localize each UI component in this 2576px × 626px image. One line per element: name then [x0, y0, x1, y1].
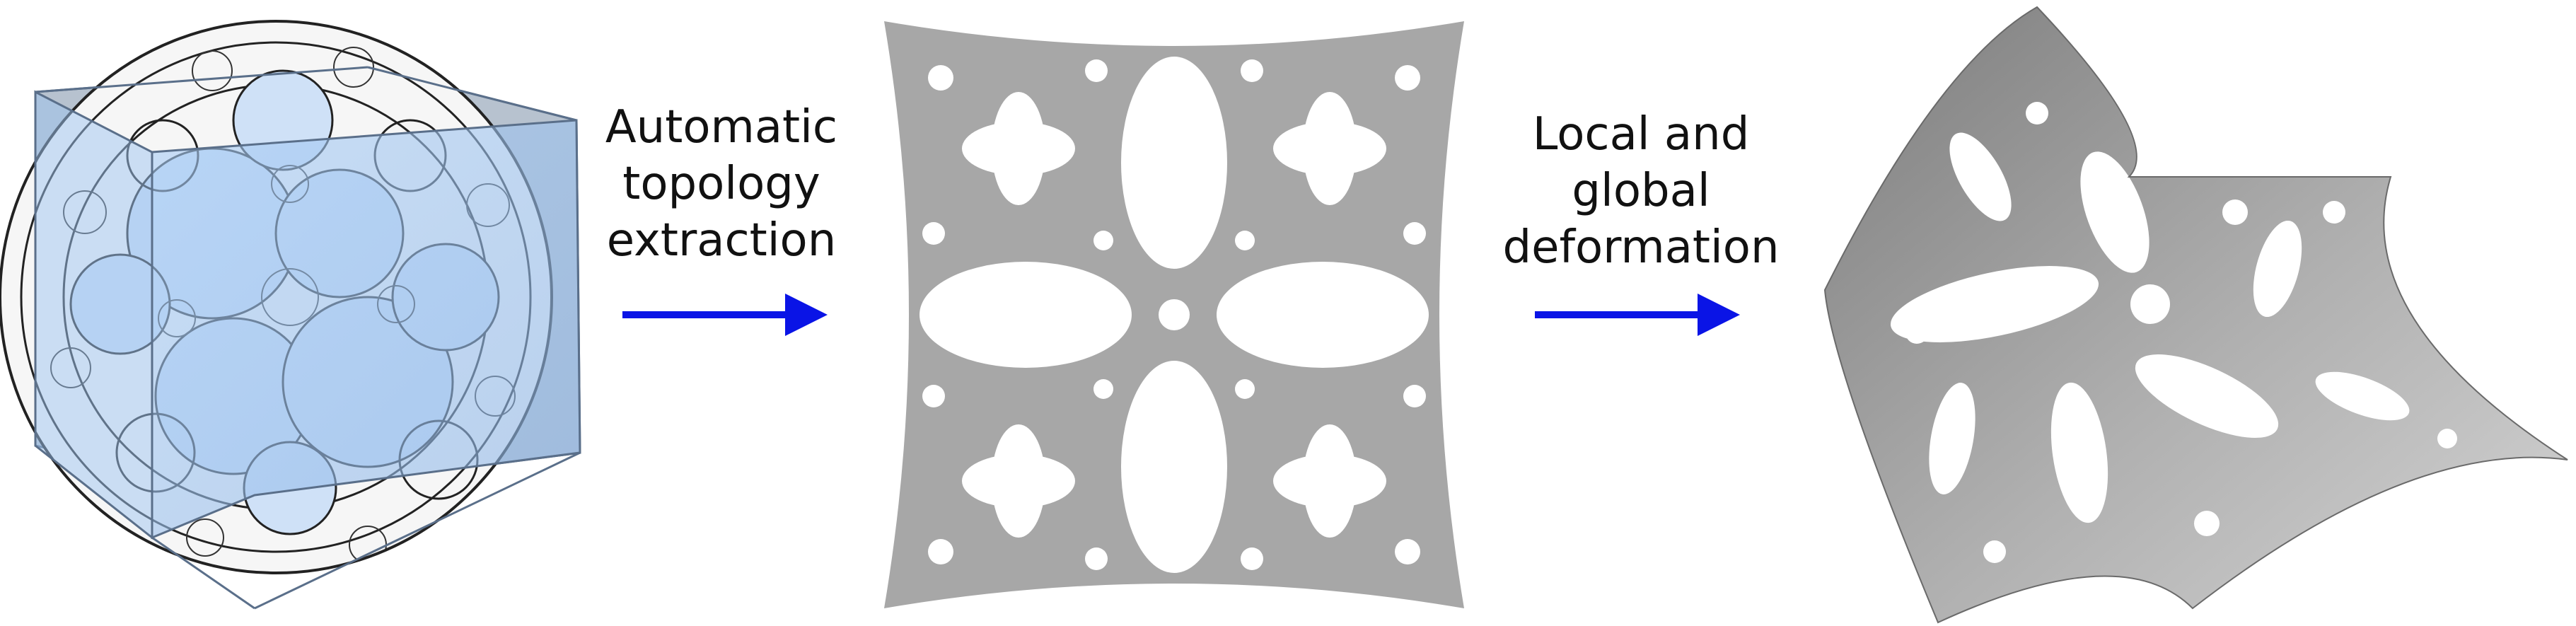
deformed-pattern-holes	[1890, 102, 2457, 563]
cube-side-face	[34, 90, 153, 540]
flat-pattern-holes	[919, 57, 1429, 573]
step-1-line-3: extraction	[606, 214, 837, 267]
flat-fractal-panel	[884, 21, 1464, 608]
step-1-line-2: topology	[622, 158, 820, 210]
deformed-fractal-panel	[1823, 6, 2568, 624]
step-2-line-3: deformation	[1502, 221, 1780, 274]
step-1-caption: Automatic topology extraction	[580, 99, 863, 269]
step-1-line-1: Automatic	[605, 101, 838, 153]
arrow-1	[622, 294, 828, 336]
cube-sphere-panel	[0, 20, 581, 610]
step-2-caption: Local and global deformation	[1499, 106, 1782, 276]
step-2-line-2: global	[1572, 165, 1710, 217]
step-2-line-1: Local and	[1532, 108, 1750, 161]
arrow-2	[1535, 294, 1740, 336]
cube-front-face	[151, 119, 581, 540]
